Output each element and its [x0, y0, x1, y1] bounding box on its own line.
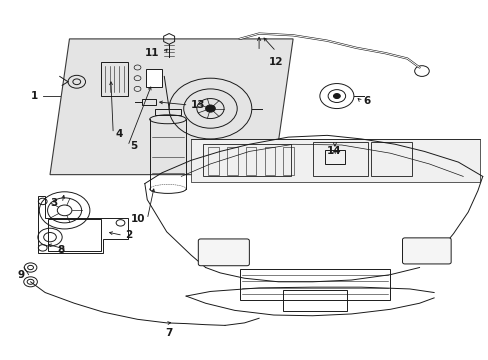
Bar: [283, 147, 293, 175]
Bar: [264, 147, 275, 175]
Bar: [312, 143, 368, 176]
Text: 3: 3: [50, 198, 57, 208]
Text: 8: 8: [57, 245, 64, 255]
Text: 2: 2: [125, 230, 132, 240]
Bar: [154, 109, 181, 115]
Text: 11: 11: [144, 48, 159, 58]
Text: 1: 1: [31, 91, 38, 101]
Bar: [146, 69, 162, 87]
Circle shape: [333, 94, 340, 99]
Bar: [324, 150, 345, 164]
Bar: [226, 147, 237, 175]
Text: 7: 7: [165, 328, 172, 338]
Text: 9: 9: [18, 270, 25, 280]
Bar: [191, 139, 479, 182]
Bar: [245, 147, 256, 175]
Bar: [47, 219, 101, 251]
Bar: [207, 147, 218, 175]
Text: 6: 6: [363, 96, 370, 107]
Text: 4: 4: [116, 129, 123, 139]
Polygon shape: [50, 39, 292, 175]
Text: 14: 14: [326, 146, 341, 156]
Bar: [239, 269, 389, 300]
Bar: [283, 290, 346, 311]
Text: 13: 13: [191, 100, 205, 110]
Bar: [142, 99, 156, 105]
Bar: [370, 143, 411, 176]
FancyBboxPatch shape: [402, 238, 450, 264]
Text: 5: 5: [130, 141, 137, 151]
FancyBboxPatch shape: [198, 239, 249, 266]
Circle shape: [205, 105, 215, 112]
Bar: [203, 144, 290, 176]
Text: 10: 10: [130, 214, 144, 224]
Bar: [101, 62, 127, 96]
Text: 12: 12: [268, 57, 283, 67]
